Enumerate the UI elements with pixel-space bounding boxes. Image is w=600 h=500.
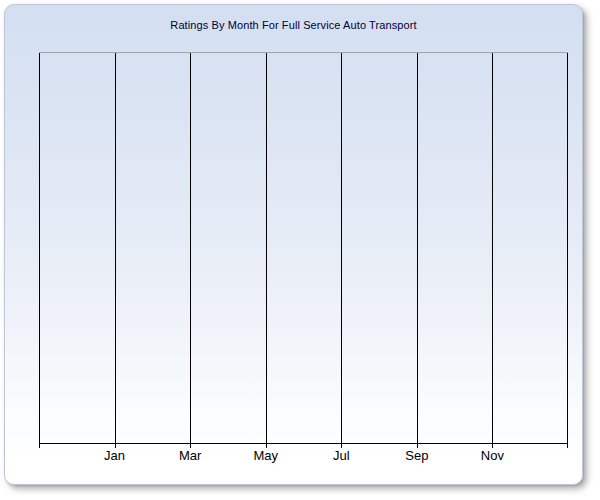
gridline — [492, 53, 493, 448]
gridline — [266, 53, 267, 448]
x-axis-label: Mar — [179, 448, 201, 463]
chart-title: Ratings By Month For Full Service Auto T… — [5, 19, 582, 31]
x-axis-label: Jan — [104, 448, 125, 463]
x-axis-label: Jul — [333, 448, 350, 463]
x-axis-label: Sep — [405, 448, 428, 463]
gridline — [190, 53, 191, 448]
gridline — [417, 53, 418, 448]
screenshot-canvas: Ratings By Month For Full Service Auto T… — [0, 0, 600, 500]
gridline — [115, 53, 116, 448]
chart-panel: Ratings By Month For Full Service Auto T… — [4, 4, 583, 485]
plot-area — [39, 52, 568, 444]
gridline — [39, 53, 40, 448]
x-axis-label: May — [253, 448, 278, 463]
x-axis-labels: Jan Mar May Jul Sep Nov — [39, 448, 568, 466]
x-axis-label: Nov — [481, 448, 504, 463]
gridline — [341, 53, 342, 448]
gridline — [567, 53, 568, 448]
